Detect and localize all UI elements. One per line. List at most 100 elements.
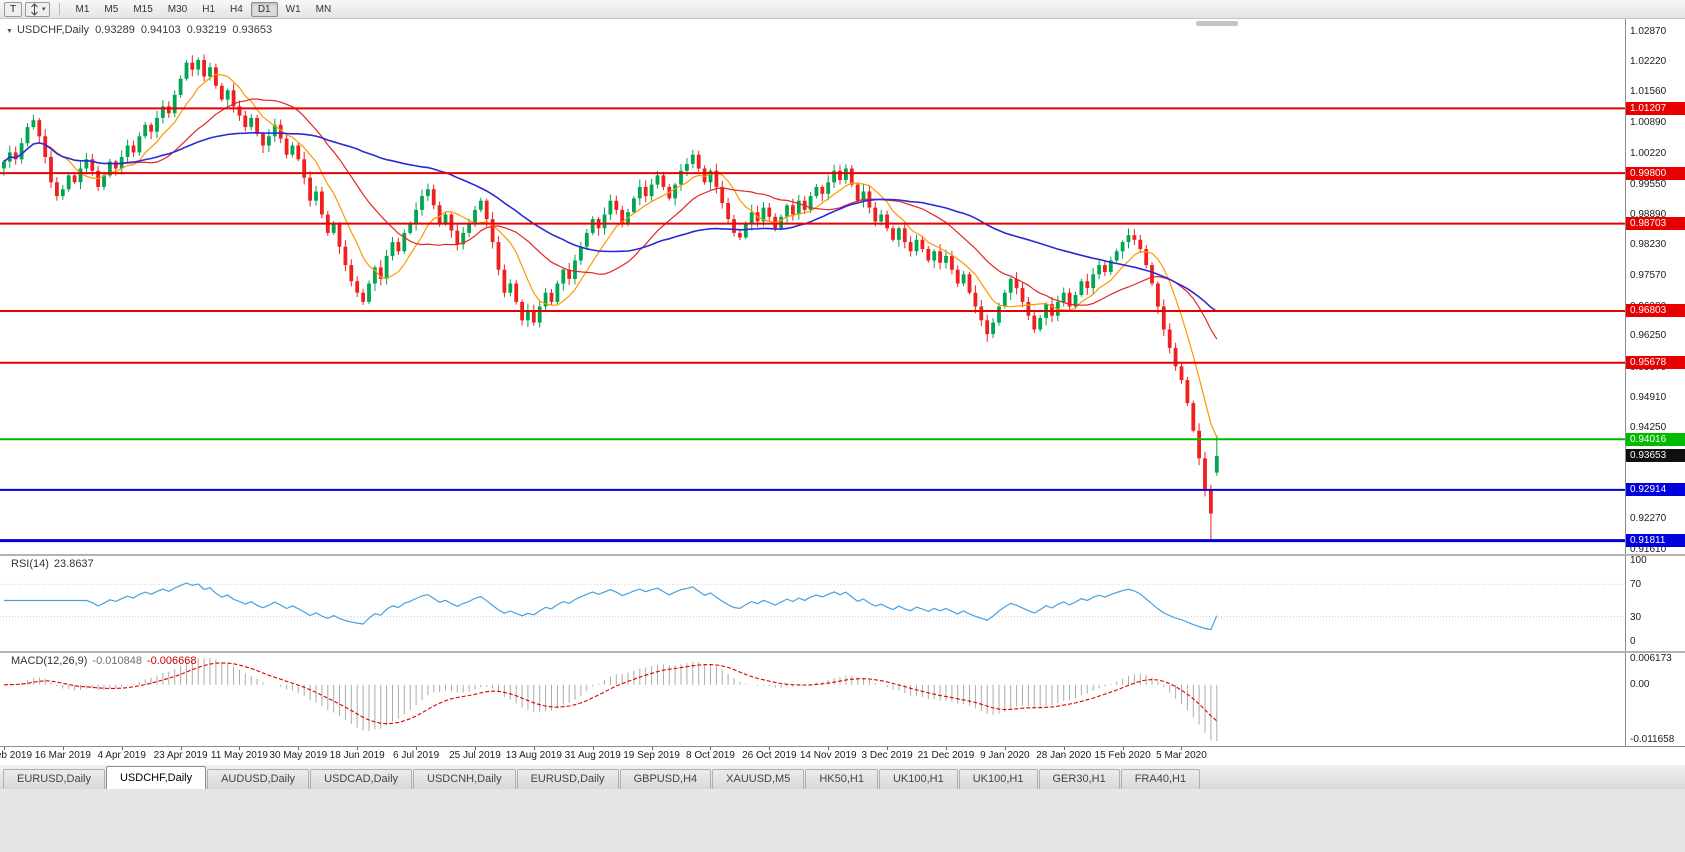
chart-tab[interactable]: FRA40,H1 (1120, 769, 1201, 789)
chart-tab[interactable]: XAUUSD,M5 (712, 769, 805, 789)
price-level-tag: 0.99800 (1626, 166, 1685, 180)
panel-divider[interactable] (0, 554, 1685, 556)
date-axis-label: 26 Oct 2019 (742, 750, 797, 761)
date-axis-label: 26 Feb 2019 (0, 750, 33, 761)
chart-hscrollbar-thumb[interactable] (1196, 21, 1238, 26)
date-tick (533, 747, 535, 750)
timeframe-button-m1[interactable]: M1 (69, 2, 97, 17)
date-axis-label: 14 Nov 2019 (799, 750, 857, 761)
date-tick (651, 747, 653, 750)
text-tool-button[interactable]: T (4, 1, 22, 17)
price-level-tag: 0.91811 (1626, 534, 1685, 548)
price-axis-label: 0.96250 (1630, 330, 1667, 342)
date-tick (298, 747, 300, 750)
price-axis-label: 0.99550 (1630, 178, 1667, 190)
panel-divider[interactable] (0, 651, 1685, 653)
price-axis[interactable]: 1.02870 1.02220 1.01560 1.00890 1.00220 0.995… (1625, 19, 1685, 764)
date-axis-label: 9 Jan 2020 (980, 750, 1030, 761)
window-background (0, 789, 1685, 852)
rsi-axis-label: 100 (1630, 555, 1647, 566)
date-tick (416, 747, 418, 750)
chart-tab[interactable]: GBPUSD,H4 (619, 769, 712, 789)
date-tick (828, 747, 830, 750)
rsi-axis-label: 0 (1630, 636, 1636, 647)
date-tick (121, 747, 123, 750)
date-tick (1004, 747, 1006, 750)
chart-tab-bar: EURUSD,Daily USDCHF,Daily AUDUSD,Daily USDC… (0, 764, 1685, 789)
rsi-label: RSI(14) 23.8637 (6, 558, 94, 570)
macd-name: MACD(12,26,9) (11, 655, 88, 667)
date-tick (945, 747, 947, 750)
date-axis-label: 21 Dec 2019 (917, 750, 975, 761)
date-axis-label: 5 Mar 2020 (1156, 750, 1207, 761)
rsi-axis-label: 70 (1630, 579, 1642, 591)
price-axis-label: 0.98230 (1630, 239, 1667, 251)
macd-indicator-panel[interactable] (0, 653, 1625, 746)
date-tick (62, 747, 64, 750)
date-tick (357, 747, 359, 750)
chart-tab[interactable]: HK50,H1 (805, 769, 878, 789)
date-axis-label: 23 Apr 2019 (153, 750, 208, 761)
macd-axis-label: 0.00 (1630, 678, 1650, 690)
chart-tab[interactable]: AUDUSD,Daily (207, 769, 310, 789)
ohlc-low: 0.93219 (186, 24, 227, 36)
timeframe-buttons: M1 M5 M15 M30 H1 H4 D1 W1 MN (69, 1, 339, 17)
macd-signal-value: -0.006668 (146, 655, 197, 667)
chart-tab[interactable]: EURUSD,Daily (516, 769, 619, 789)
chevron-down-icon: ▾ (42, 6, 46, 13)
price-axis-label: 1.00220 (1630, 147, 1667, 159)
chart-tool-dropdown[interactable]: ▾ (25, 1, 50, 17)
price-level-tag: 0.94016 (1626, 432, 1685, 446)
rsi-value: 23.8637 (53, 558, 94, 570)
date-tick (180, 747, 182, 750)
timeframe-button-m30[interactable]: M30 (161, 2, 194, 17)
date-tick (769, 747, 771, 750)
chart-tab[interactable]: USDCAD,Daily (310, 769, 413, 789)
date-axis-label: 3 Dec 2019 (861, 750, 913, 761)
timeframe-button-m15[interactable]: M15 (126, 2, 159, 17)
macd-axis-label: 0.006173 (1630, 653, 1672, 664)
rsi-indicator-panel[interactable] (0, 556, 1625, 651)
chart-tab[interactable]: GER30,H1 (1038, 769, 1120, 789)
toolbar-separator (58, 3, 60, 15)
timeframe-button-d1[interactable]: D1 (250, 1, 278, 17)
timeframe-button-h1[interactable]: H1 (195, 2, 222, 17)
ohlc-high: 0.94103 (140, 24, 181, 36)
chart-tab[interactable]: UK100,H1 (878, 769, 958, 789)
date-axis-label: 19 Sep 2019 (623, 750, 680, 761)
rsi-axis-label: 30 (1630, 611, 1642, 623)
date-tick (239, 747, 241, 750)
chart-tab[interactable]: UK100,H1 (958, 769, 1038, 789)
chart-tab[interactable]: USDCNH,Daily (413, 769, 516, 789)
date-axis-label: 31 Aug 2019 (564, 750, 621, 761)
current-price-tag: 0.93653 (1626, 449, 1685, 463)
date-axis-label: 6 Jul 2019 (393, 750, 440, 761)
rsi-name: RSI(14) (11, 558, 49, 570)
price-level-tag: 0.92914 (1626, 483, 1685, 497)
timeframe-button-h4[interactable]: H4 (223, 2, 250, 17)
chart-tab[interactable]: EURUSD,Daily (3, 769, 105, 789)
date-tick (710, 747, 712, 750)
price-axis-label: 0.94910 (1630, 392, 1667, 404)
date-axis-label: 25 Jul 2019 (449, 750, 501, 761)
chart-menu-icon: ▼ (6, 28, 13, 35)
date-axis-label: 16 Mar 2019 (34, 750, 91, 761)
chart-tab[interactable]: USDCHF,Daily (105, 766, 207, 789)
price-level-tag: 0.96803 (1626, 304, 1685, 318)
date-tick (1122, 747, 1124, 750)
price-level-tag: 0.98703 (1626, 217, 1685, 231)
macd-axis-label: -0.011658 (1630, 734, 1675, 745)
price-axis-label: 1.02870 (1630, 25, 1667, 37)
timeframe-button-m5[interactable]: M5 (97, 2, 125, 17)
double-arrow-icon (31, 2, 38, 16)
macd-main-value: -0.010848 (92, 655, 142, 667)
ohlc-open: 0.93289 (95, 24, 135, 36)
chart-title: ▼ USDCHF,Daily 0.93289 0.94103 0.93219 0.9365… (6, 24, 272, 36)
timeframe-button-w1[interactable]: W1 (279, 2, 308, 17)
price-level-tag: 0.95678 (1626, 356, 1685, 370)
main-price-chart[interactable] (0, 19, 1625, 554)
date-tick (3, 747, 5, 750)
chart-toolbar: T ▾ M1 M5 M15 M30 H1 H4 D1 W1 MN (0, 0, 1685, 19)
timeframe-button-mn[interactable]: MN (309, 2, 339, 17)
